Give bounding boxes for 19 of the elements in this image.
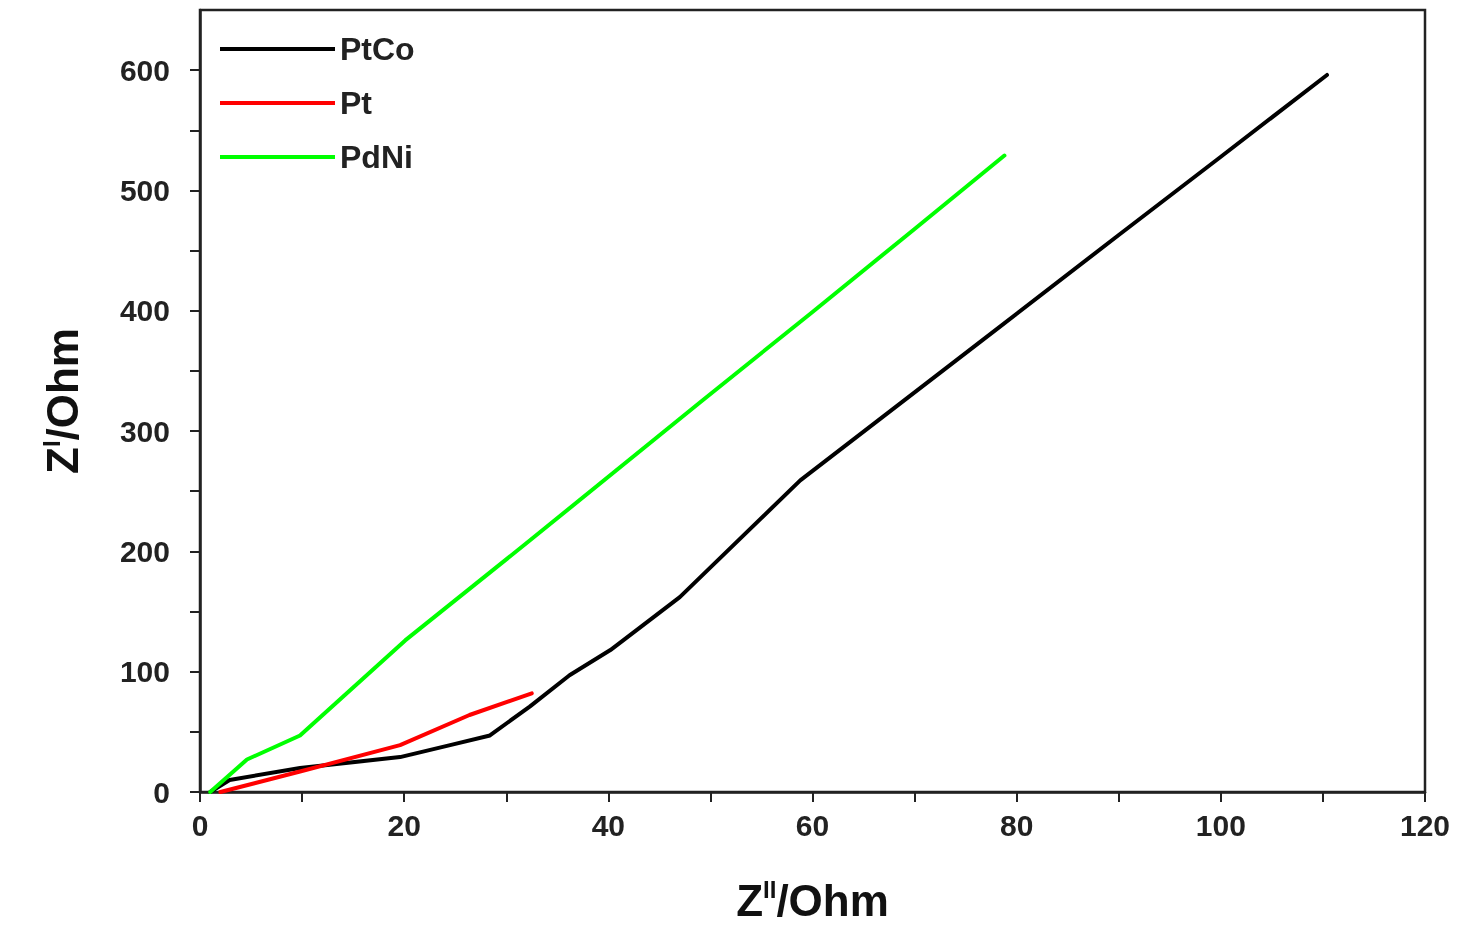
x-tick-label: 40 [591,808,626,842]
legend-label: PtCo [340,31,415,67]
x-tick-label: 0 [191,808,209,842]
y-tick-label: 600 [119,53,170,87]
y-axis-title: ZI/Ohm [37,328,87,474]
y-tick-label: 200 [119,534,170,568]
legend-label: PdNi [340,139,413,175]
y-tick-label: 100 [119,655,170,689]
y-tick-label: 400 [119,294,170,328]
x-tick-label: 80 [999,808,1034,842]
y-tick-label: 500 [119,173,170,207]
x-tick-label: 20 [387,808,421,842]
y-tick-label: 0 [153,775,170,809]
y-tick-label: 300 [119,414,170,448]
line-series [218,691,534,794]
legend-label: Pt [340,85,373,121]
x-tick-label: 100 [1195,808,1246,842]
x-tick-label: 120 [1399,808,1451,842]
x-tick-label: 60 [795,808,830,842]
